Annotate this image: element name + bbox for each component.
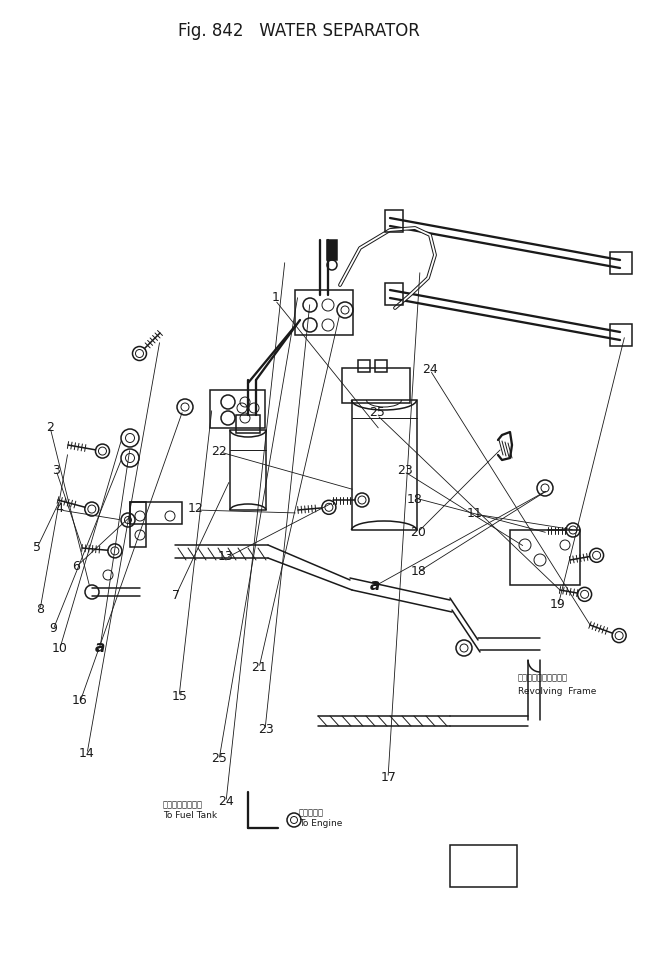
Text: 1: 1 — [272, 291, 280, 304]
Text: エンジンへ: エンジンへ — [299, 808, 324, 818]
Text: 12: 12 — [188, 502, 204, 516]
Text: 14: 14 — [78, 747, 94, 760]
Text: 5: 5 — [33, 540, 41, 554]
Text: Revolving  Frame: Revolving Frame — [518, 686, 596, 696]
Text: 25: 25 — [369, 406, 385, 420]
Bar — [130, 502, 146, 547]
Text: a: a — [94, 640, 105, 656]
Bar — [610, 324, 632, 346]
Text: 18: 18 — [410, 564, 426, 578]
Text: To Engine: To Engine — [299, 819, 342, 828]
Text: 11: 11 — [467, 507, 483, 520]
Text: Fig. 842   WATER SEPARATOR: Fig. 842 WATER SEPARATOR — [178, 22, 420, 40]
Text: 25: 25 — [211, 752, 227, 765]
Bar — [342, 368, 410, 403]
Text: 16: 16 — [72, 694, 88, 708]
Text: 4: 4 — [56, 502, 64, 516]
Bar — [352, 400, 417, 530]
Bar — [610, 252, 632, 274]
Bar — [236, 415, 260, 433]
Bar — [210, 390, 265, 428]
Bar — [375, 360, 387, 372]
Text: 19: 19 — [550, 598, 566, 612]
Bar — [510, 530, 580, 585]
Bar — [327, 240, 337, 260]
Bar — [230, 430, 266, 510]
Text: フェエルタンクへ: フェエルタンクへ — [163, 800, 203, 809]
Bar — [358, 360, 370, 372]
Text: 24: 24 — [422, 363, 438, 376]
Text: 3: 3 — [52, 464, 60, 477]
Text: 20: 20 — [410, 526, 426, 540]
FancyBboxPatch shape — [450, 845, 517, 887]
Text: 23: 23 — [258, 723, 274, 736]
Text: 23: 23 — [397, 464, 413, 477]
Text: 15: 15 — [171, 689, 187, 703]
Text: レボルビングフレーム: レボルビングフレーム — [518, 673, 568, 683]
Text: 21: 21 — [251, 660, 267, 674]
Text: To Fuel Tank: To Fuel Tank — [163, 811, 217, 821]
Text: 2: 2 — [46, 420, 54, 434]
Text: FWD: FWD — [468, 861, 497, 871]
Text: 7: 7 — [172, 588, 180, 602]
Text: 13: 13 — [218, 550, 234, 564]
Bar — [385, 283, 403, 305]
Text: 9: 9 — [49, 622, 57, 636]
Text: 17: 17 — [380, 771, 396, 784]
Text: 22: 22 — [211, 444, 227, 458]
Bar — [295, 290, 353, 335]
Text: 6: 6 — [72, 560, 80, 573]
Text: 18: 18 — [407, 492, 423, 506]
Text: 24: 24 — [218, 795, 234, 808]
Bar — [385, 210, 403, 232]
Text: 8: 8 — [36, 603, 44, 616]
Text: a: a — [370, 578, 380, 593]
Bar — [130, 502, 182, 524]
Text: 10: 10 — [52, 641, 68, 655]
